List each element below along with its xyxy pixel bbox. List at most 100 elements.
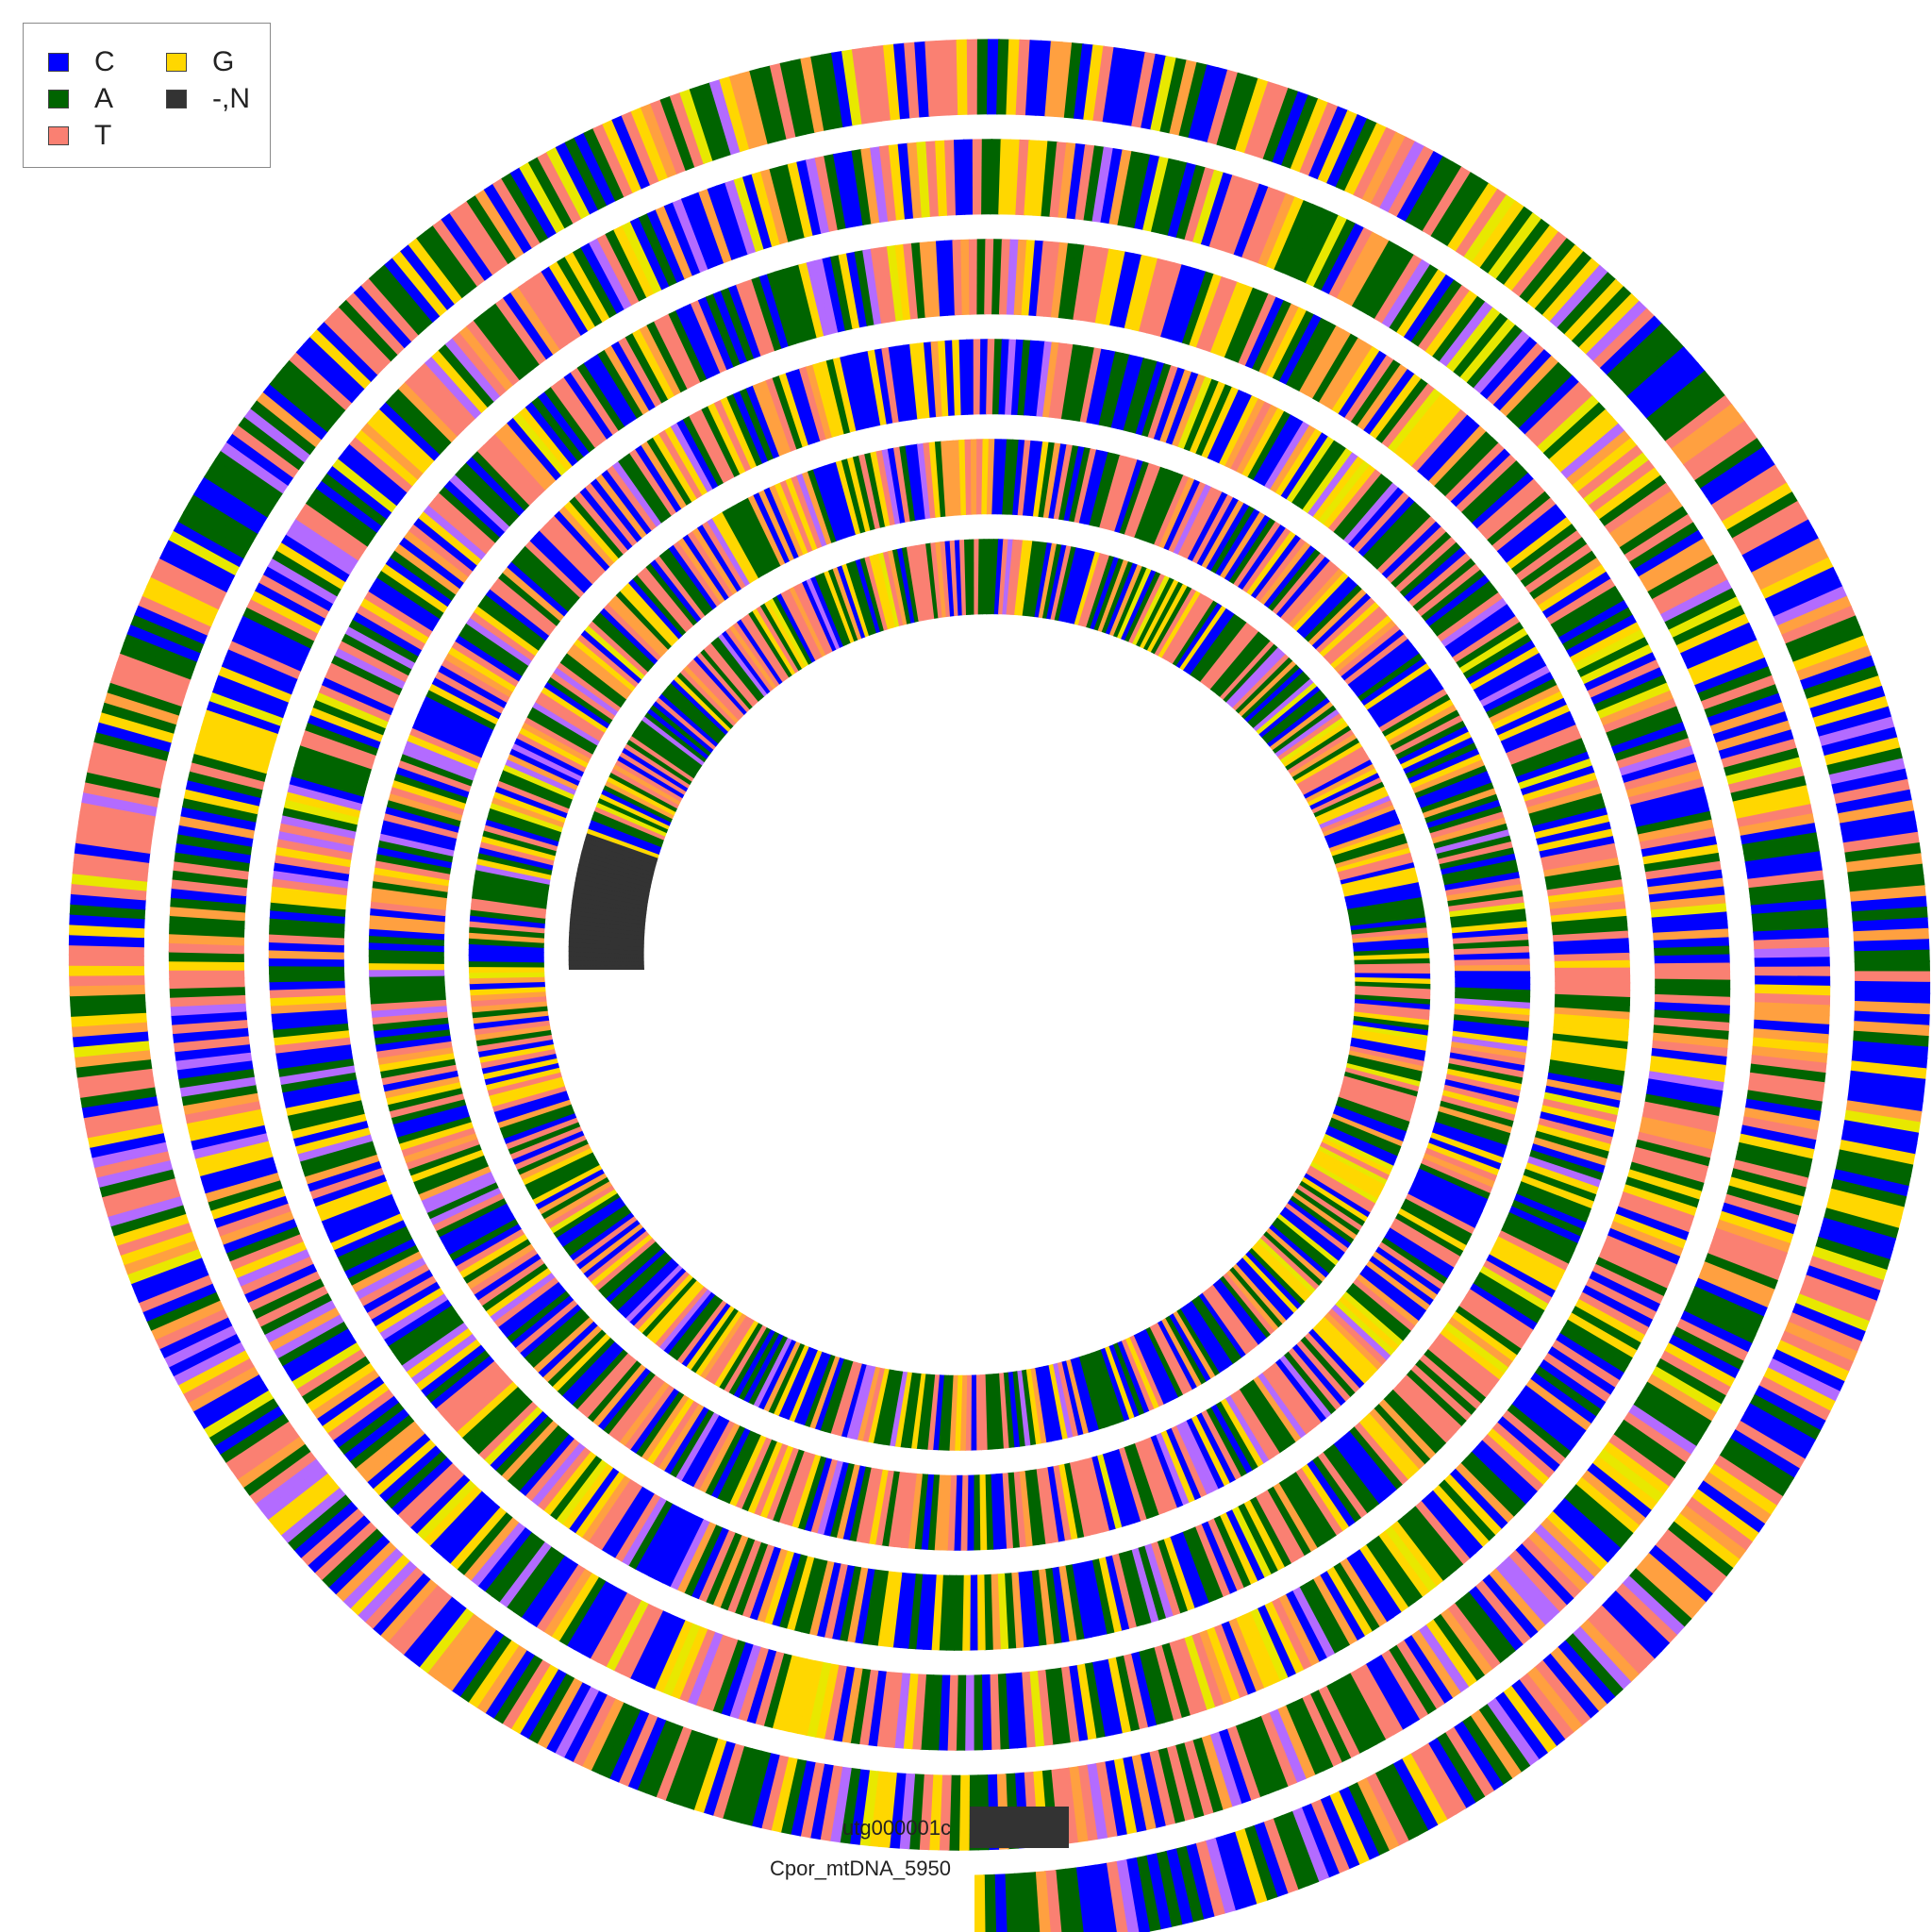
sequence-segment: [857, 1366, 881, 1441]
sequence-segment: [435, 1197, 508, 1238]
sequence-segment: [1327, 1443, 1380, 1509]
sequence-segment: [1238, 660, 1297, 717]
sequence-segment: [976, 1574, 986, 1651]
sequence-segment: [685, 1305, 735, 1371]
sequence-segment: [590, 819, 662, 852]
sequence-segment: [1732, 1159, 1808, 1189]
sequence-segment: [1290, 207, 1331, 280]
sequence-segment: [1800, 655, 1875, 691]
sequence-segment: [1403, 274, 1456, 342]
sequence-segment: [1377, 1241, 1444, 1291]
sequence-segment: [1024, 140, 1040, 216]
sequence-segment: [1182, 489, 1224, 559]
sequence-segment: [905, 444, 922, 521]
sequence-segment: [855, 558, 881, 634]
sequence-segment: [1724, 747, 1800, 777]
sequence-segment: [1496, 1416, 1560, 1473]
sequence-segment: [1363, 369, 1416, 436]
sequence-segment: [1452, 1030, 1528, 1048]
sequence-segment: [1499, 355, 1559, 418]
sequence-segment: [163, 1324, 237, 1368]
sequence-segment: [1537, 395, 1600, 455]
sequence-segment: [1597, 1448, 1664, 1504]
sequence-segment: [1549, 1059, 1625, 1080]
sequence-segment: [279, 822, 356, 846]
sequence-segment: [1748, 879, 1825, 898]
sequence-segment: [1552, 1033, 1628, 1051]
sequence-segment: [806, 1661, 832, 1738]
sequence-segment: [435, 670, 505, 714]
sequence-segment: [823, 1563, 848, 1640]
legend-swatch-g: [166, 53, 187, 72]
sequence-segment: [835, 459, 861, 535]
sequence-segment: [1328, 824, 1403, 853]
sequence-segment: [1558, 600, 1629, 645]
sequence-segment: [1513, 1193, 1587, 1231]
sequence-segment: [1440, 437, 1500, 497]
sequence-segment: [1084, 450, 1109, 525]
sequence-segment: [674, 1732, 709, 1807]
sequence-segment: [1262, 1231, 1323, 1287]
sequence-segment: [1327, 1308, 1387, 1366]
sequence-segment: [1366, 249, 1415, 320]
sequence-segment: [830, 255, 854, 331]
sequence-segment: [690, 1307, 739, 1374]
sequence-segment: [860, 350, 882, 427]
sequence-segment: [840, 355, 863, 431]
sequence-segment: [1343, 1071, 1419, 1098]
sequence-segment: [720, 396, 758, 469]
sequence-segment: [1628, 778, 1705, 807]
sequence-segment: [356, 604, 426, 651]
sequence-segment: [1361, 131, 1407, 205]
sequence-segment: [1552, 1504, 1615, 1564]
sequence-segment: [828, 1766, 852, 1843]
sequence-segment: [1179, 606, 1227, 671]
sequence-segment: [1308, 106, 1349, 180]
sequence-segment: [87, 1123, 164, 1148]
sequence-segment: [625, 332, 670, 404]
sequence-segment: [481, 593, 546, 646]
sequence-segment: [579, 1223, 643, 1274]
sequence-segment: [874, 1470, 894, 1546]
sequence-segment: [1201, 500, 1245, 569]
sequence-segment: [858, 454, 881, 529]
sequence-segment: [1541, 842, 1617, 865]
sequence-segment: [970, 1374, 977, 1451]
sequence-segment: [538, 1172, 608, 1215]
sequence-segment: [1785, 615, 1860, 655]
sequence-segment: [530, 1442, 586, 1507]
sequence-segment: [620, 586, 676, 647]
sequence-segment: [487, 812, 560, 842]
sequence-segment: [592, 123, 634, 198]
sequence-segment: [853, 352, 875, 428]
sequence-segment: [750, 1752, 780, 1829]
sequence-segment: [123, 1239, 199, 1275]
sequence-segment: [756, 1548, 788, 1623]
sequence-segment: [1284, 564, 1341, 625]
sequence-segment: [1593, 467, 1661, 521]
sequence-segment: [495, 1094, 570, 1124]
sequence-segment: [1137, 1331, 1174, 1403]
sequence-segment: [867, 349, 888, 425]
sequence-segment: [1738, 813, 1815, 838]
sequence-segment: [1694, 657, 1769, 695]
sequence-segment: [1379, 141, 1426, 213]
sequence-segment: [391, 388, 453, 449]
sequence-segment: [520, 1555, 572, 1623]
sequence-segment: [1224, 398, 1266, 470]
sequence-segment: [641, 441, 688, 509]
sequence-segment: [498, 774, 572, 809]
sequence-segment: [1074, 1866, 1095, 1932]
sequence-segment: [1197, 67, 1229, 143]
sequence-segment: [1439, 177, 1491, 247]
sequence-segment: [1641, 1381, 1712, 1431]
sequence-segment: [935, 541, 947, 618]
sequence-segment: [1052, 1667, 1071, 1744]
sequence-segment: [1536, 1124, 1611, 1153]
sequence-segment: [1231, 1506, 1272, 1578]
sequence-segment: [1341, 1079, 1416, 1108]
sequence-segment: [1591, 1456, 1658, 1511]
sequence-segment: [1112, 1342, 1144, 1416]
sequence-segment: [276, 541, 346, 590]
sequence-segment: [632, 574, 687, 636]
